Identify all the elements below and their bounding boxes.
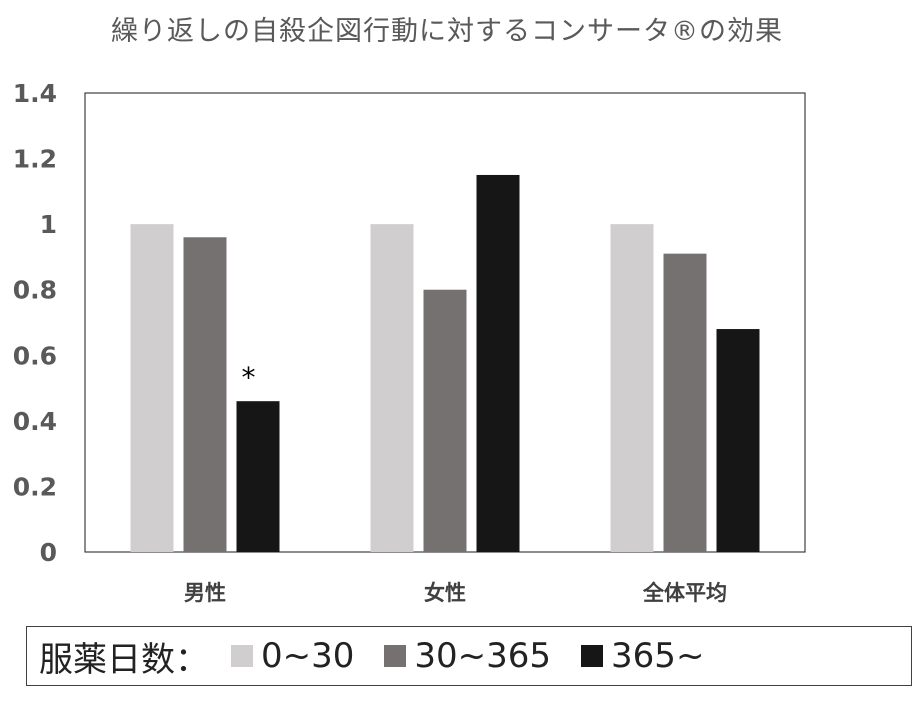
legend-label: 0~30	[261, 636, 355, 676]
legend-entry-30-365: 30~365	[384, 636, 551, 676]
plot-area: 0 0.2 0.4 0.6 0.8 1 1.2 1.4 男性 女性 全体平均 *	[13, 79, 806, 605]
y-tick-label: 0.2	[13, 472, 57, 501]
significance-annotation: *	[242, 361, 256, 394]
bar-0-1	[370, 224, 414, 552]
legend-label: 30~365	[414, 636, 552, 676]
legend-label: 365~	[611, 636, 705, 676]
bar-2-0	[236, 401, 280, 552]
legend-entry-365: 365~	[581, 636, 704, 676]
y-tick-label: 1	[40, 210, 57, 239]
x-tick-label: 男性	[184, 581, 226, 605]
bar-0-0	[130, 224, 174, 552]
bar-1-1	[423, 289, 467, 552]
y-tick-label: 0.6	[13, 341, 57, 370]
bar-chart: 繰り返しの自殺企図行動に対するコンサータ®の効果 0 0.2 0.4 0.6 0.8 1 1…	[13, 16, 806, 605]
x-tick-label: 女性	[424, 581, 466, 605]
y-tick-label: 1.2	[13, 145, 57, 174]
legend-swatch-dark-gray	[384, 645, 407, 667]
bar-2-1	[476, 174, 520, 552]
bar-1-0	[183, 237, 227, 552]
x-tick-label: 全体平均	[642, 581, 727, 605]
legend-title: 服薬日数：	[39, 639, 209, 680]
bar-1-2	[663, 253, 707, 552]
y-tick-label: 1.4	[13, 79, 57, 108]
legend-swatch-light-gray	[231, 645, 253, 667]
legend-swatch-black	[581, 645, 604, 667]
legend: 服薬日数： 0~30 30~365 365~	[26, 626, 912, 686]
y-tick-label: 0	[40, 538, 57, 567]
bar-0-2	[610, 224, 654, 552]
chart-title: 繰り返しの自殺企図行動に対するコンサータ®の効果	[111, 16, 783, 47]
y-tick-label: 0.4	[13, 407, 57, 436]
y-tick-label: 0.8	[13, 276, 57, 305]
bar-2-2	[716, 329, 760, 552]
legend-entry-0-30: 0~30	[231, 636, 354, 676]
